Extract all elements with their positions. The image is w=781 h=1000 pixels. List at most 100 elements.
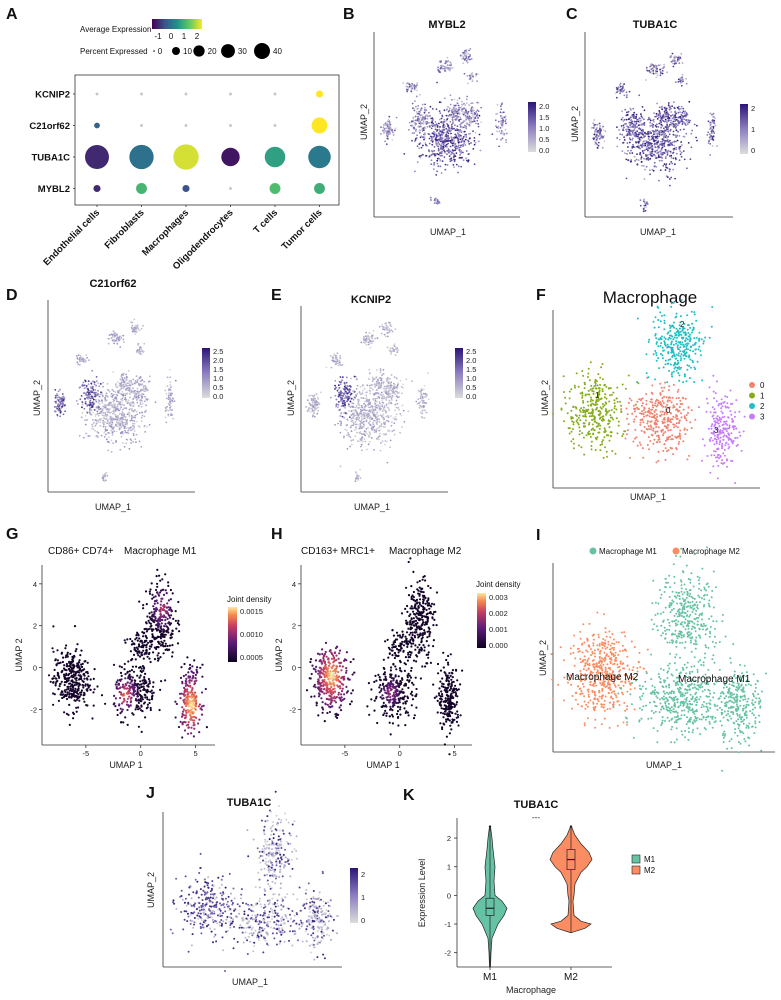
umap-point [680, 105, 683, 108]
umap-point [104, 415, 107, 418]
umap-point [119, 388, 121, 391]
umap-point [656, 123, 658, 126]
umap-point [356, 431, 358, 434]
umap-point [343, 412, 345, 414]
umap-point [418, 407, 421, 409]
cluster-0-point [630, 399, 633, 402]
umap-point [445, 131, 448, 134]
umap-point [135, 326, 138, 329]
dot-tuba1c-5 [308, 145, 331, 169]
umap-point [355, 388, 358, 390]
umap-point [368, 410, 370, 413]
colorbar-tick: 0.5 [539, 135, 549, 144]
umap-point [353, 429, 356, 432]
umap-point [462, 53, 465, 56]
umap-point [417, 389, 420, 392]
umap-point [315, 402, 317, 405]
umap-point [96, 413, 98, 416]
umap-point [497, 127, 500, 130]
umap-point [413, 127, 415, 130]
umap-point [439, 148, 442, 151]
umap-point [653, 139, 656, 142]
umap-point [443, 121, 446, 123]
umap-point [125, 375, 128, 378]
umap-point [659, 169, 662, 172]
umap-point [339, 381, 342, 384]
cluster-0-point [672, 423, 675, 426]
umap-point [443, 65, 445, 68]
umap-point [131, 324, 134, 327]
umap-point [649, 125, 651, 127]
umap-point [435, 141, 437, 143]
umap-point [379, 405, 381, 408]
umap-point [446, 66, 448, 69]
umap-point [353, 391, 356, 393]
umap-point [61, 405, 64, 407]
umap-point [102, 479, 105, 481]
umap-point [414, 139, 417, 142]
umap-point [365, 343, 368, 346]
umap-point [449, 61, 452, 64]
umap-point [477, 117, 479, 119]
umap-point [133, 391, 135, 394]
umap-point [90, 390, 92, 392]
umap-point [655, 126, 658, 128]
cluster-0-point [660, 404, 663, 407]
umap-point [458, 119, 461, 121]
umap-point [315, 393, 318, 395]
umap-point [440, 120, 443, 123]
umap-point [463, 134, 466, 136]
cluster-0-point [659, 410, 662, 413]
cluster-0-point [647, 436, 650, 439]
umap-point [371, 342, 373, 345]
umap-point [390, 374, 393, 376]
umap-point [437, 148, 440, 150]
umap-point [418, 131, 421, 134]
umap-point [465, 127, 468, 130]
umap-point [91, 395, 93, 398]
umap-point [430, 163, 433, 166]
umap-point [122, 421, 124, 424]
dot-c21orf62-5 [311, 117, 328, 134]
umap-point [381, 382, 384, 385]
umap-point [500, 117, 503, 119]
umap-point [644, 132, 646, 135]
umap-point [427, 133, 430, 135]
cluster-0-point [633, 420, 635, 423]
umap-point [476, 80, 478, 83]
umap-point [368, 406, 370, 409]
umap-point [458, 136, 461, 138]
umap-point [98, 406, 100, 409]
umap-point [639, 147, 641, 150]
umap-point [439, 165, 442, 168]
umap-point [651, 145, 654, 147]
umap-point [361, 385, 364, 388]
umap-point [109, 412, 111, 414]
umap-point [129, 402, 131, 404]
umap-point [446, 150, 448, 152]
panel-d-ylabel: UMAP_2 [32, 380, 42, 416]
umap-point [352, 398, 355, 401]
umap-point [395, 406, 398, 409]
umap-point [401, 392, 403, 395]
umap-point [438, 201, 441, 204]
umap-point [622, 129, 625, 132]
umap-point [431, 108, 434, 110]
umap-point [115, 440, 117, 442]
umap-point [446, 56, 449, 59]
umap-point [103, 403, 106, 406]
umap-point [665, 175, 668, 178]
umap-point [120, 413, 123, 415]
umap-point [622, 85, 624, 88]
umap-point [408, 121, 411, 124]
umap-point [661, 159, 663, 162]
umap-point [79, 386, 82, 389]
cluster-0-point [655, 413, 658, 416]
umap-point [402, 409, 405, 412]
umap-point [84, 415, 87, 417]
dot-mybl2-2 [182, 184, 190, 193]
umap-point [668, 106, 671, 108]
umap-point [367, 343, 370, 346]
umap-point [650, 143, 652, 145]
umap-point [136, 410, 138, 413]
